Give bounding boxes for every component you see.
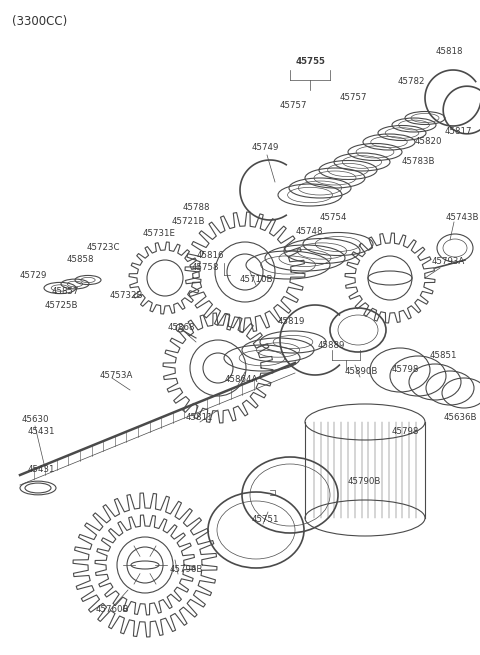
Text: 45868: 45868 bbox=[168, 324, 195, 333]
Text: 45858: 45858 bbox=[67, 255, 95, 265]
Text: 45731E: 45731E bbox=[143, 229, 176, 238]
Text: 45743B: 45743B bbox=[446, 214, 480, 223]
Text: 45818: 45818 bbox=[435, 48, 463, 56]
Text: 45751: 45751 bbox=[252, 515, 279, 525]
Text: 45864A: 45864A bbox=[225, 375, 258, 384]
Text: 45760B: 45760B bbox=[96, 605, 130, 614]
Text: 45796B: 45796B bbox=[170, 565, 204, 574]
Text: 45820: 45820 bbox=[415, 138, 443, 147]
Text: 45753A: 45753A bbox=[100, 371, 133, 381]
Text: 45790B: 45790B bbox=[348, 477, 382, 487]
Text: 45725B: 45725B bbox=[45, 301, 79, 310]
Text: 45798: 45798 bbox=[392, 365, 420, 375]
Text: 45890B: 45890B bbox=[345, 367, 378, 377]
Text: 45636B: 45636B bbox=[444, 413, 478, 422]
Text: 45755: 45755 bbox=[295, 58, 325, 67]
Text: (3300CC): (3300CC) bbox=[12, 16, 67, 29]
Text: 45783B: 45783B bbox=[402, 157, 435, 166]
Text: 45723C: 45723C bbox=[87, 244, 120, 252]
Text: 45782: 45782 bbox=[398, 77, 425, 86]
Text: 45721B: 45721B bbox=[172, 217, 205, 227]
Text: 45811: 45811 bbox=[186, 413, 214, 422]
Text: 45729: 45729 bbox=[20, 271, 48, 280]
Text: 45732B: 45732B bbox=[110, 291, 144, 301]
Text: 45819: 45819 bbox=[278, 318, 305, 326]
Text: 45757: 45757 bbox=[280, 100, 308, 109]
Text: 45788: 45788 bbox=[183, 204, 211, 212]
Text: 45798: 45798 bbox=[392, 428, 420, 436]
Text: 45710B: 45710B bbox=[240, 276, 274, 284]
Text: 45851: 45851 bbox=[430, 352, 457, 360]
Text: 45889: 45889 bbox=[318, 341, 346, 350]
Text: 45749: 45749 bbox=[252, 143, 279, 151]
Text: 45757: 45757 bbox=[340, 94, 368, 102]
Text: 45748: 45748 bbox=[296, 227, 324, 236]
Text: 45754: 45754 bbox=[320, 214, 348, 223]
Text: 45793A: 45793A bbox=[432, 257, 465, 267]
Text: 45816: 45816 bbox=[197, 250, 225, 259]
Text: 45758: 45758 bbox=[192, 263, 219, 272]
Text: 45431: 45431 bbox=[28, 466, 56, 474]
Text: 45817: 45817 bbox=[445, 128, 472, 136]
Text: 45857: 45857 bbox=[52, 288, 80, 297]
Text: 45630: 45630 bbox=[22, 415, 49, 424]
Text: 45431: 45431 bbox=[28, 428, 56, 436]
